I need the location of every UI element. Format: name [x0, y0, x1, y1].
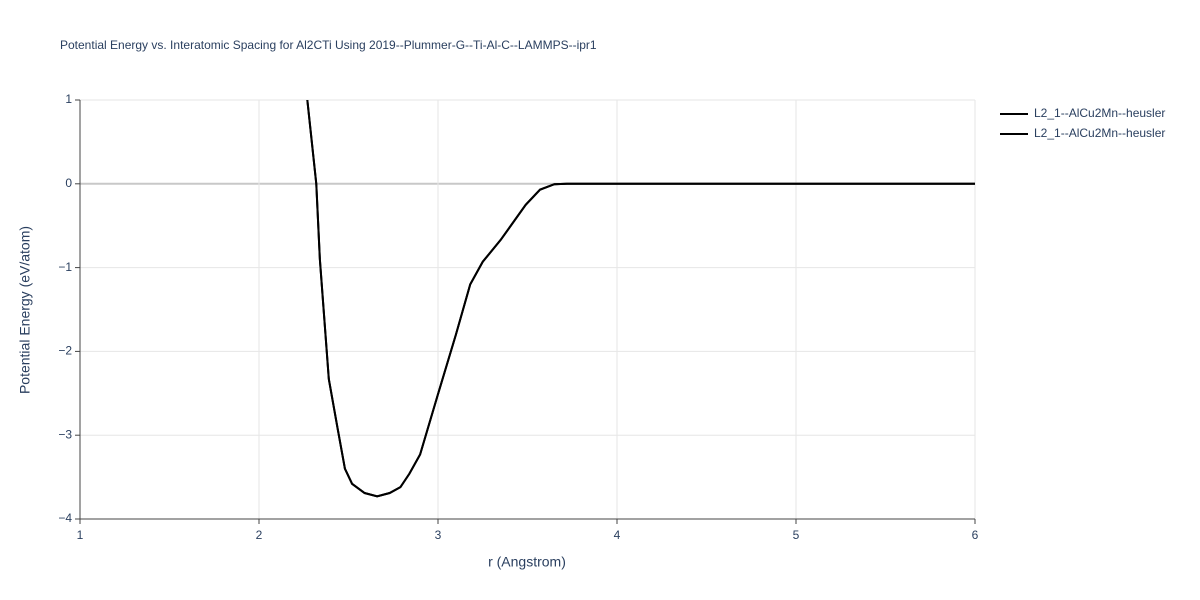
x-tick-label: 1 — [77, 528, 84, 542]
x-tick-label: 6 — [972, 528, 979, 542]
y-tick-label: 1 — [65, 92, 72, 106]
y-tick-label: −3 — [58, 427, 72, 441]
series-line — [306, 100, 975, 498]
x-tick-label: 3 — [435, 528, 442, 542]
x-tick-label: 4 — [614, 528, 621, 542]
y-tick-label: −2 — [58, 344, 72, 358]
series-line — [306, 100, 975, 498]
y-tick-label: −4 — [58, 511, 72, 525]
y-axis-label: Potential Energy (eV/atom) — [17, 226, 33, 394]
x-tick-label: 2 — [256, 528, 263, 542]
legend-label: L2_1--AlCu2Mn--heusler — [1034, 106, 1165, 120]
x-tick-label: 5 — [793, 528, 800, 542]
legend-label: L2_1--AlCu2Mn--heusler — [1034, 126, 1165, 140]
x-axis-label: r (Angstrom) — [488, 554, 566, 570]
y-tick-label: 0 — [65, 176, 72, 190]
y-tick-label: −1 — [58, 260, 72, 274]
chart-title: Potential Energy vs. Interatomic Spacing… — [60, 38, 597, 52]
